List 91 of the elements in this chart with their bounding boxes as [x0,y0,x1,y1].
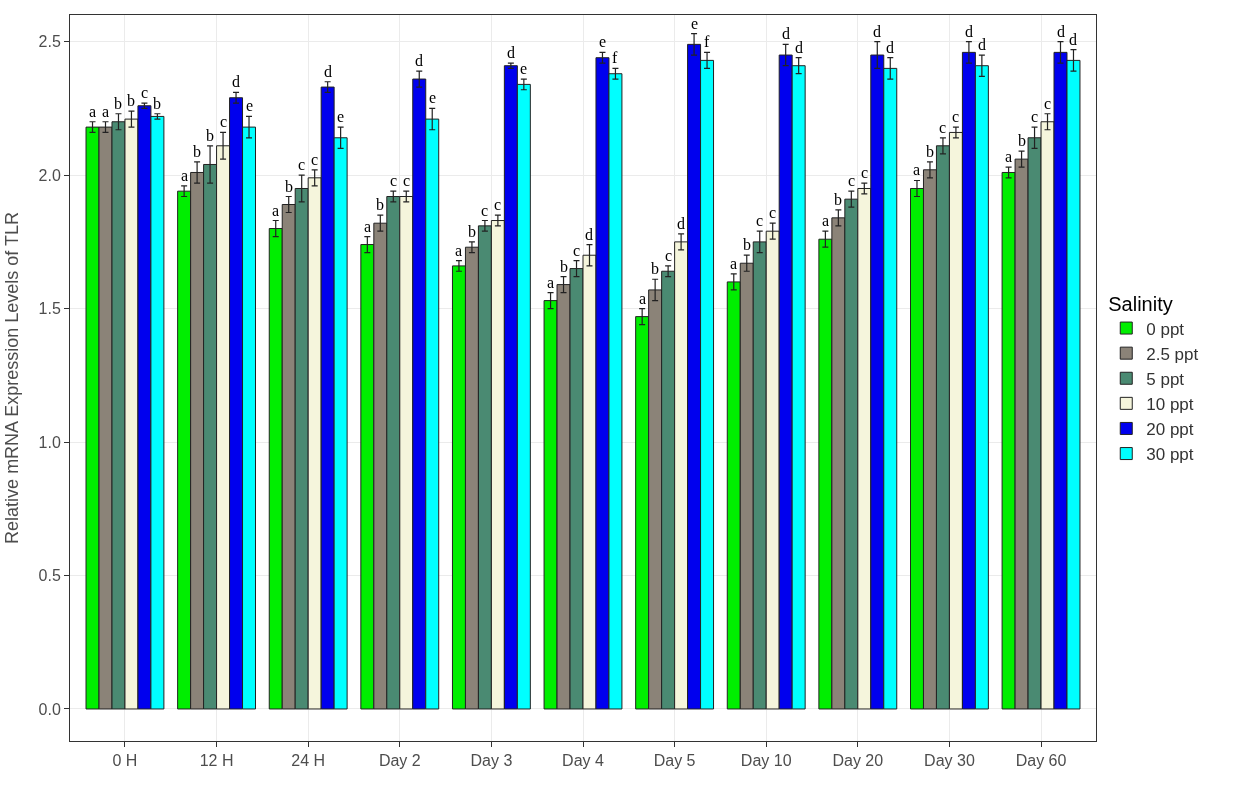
data-label: c [494,196,502,213]
data-label: d [795,39,803,56]
x-tick-label: Day 30 [924,752,975,770]
data-label: a [639,290,647,307]
y-tick-label: 0.0 [38,700,61,718]
data-label: a [364,218,372,235]
data-label: e [520,60,528,77]
data-label: c [939,119,947,136]
data-label: a [272,202,280,219]
data-label: e [599,33,607,50]
legend-label: 5 ppt [1146,369,1185,389]
data-label: a [822,212,830,229]
data-label: a [102,103,110,120]
legend-label: 0 ppt [1146,319,1185,339]
data-label: c [311,151,319,168]
data-label: d [965,23,973,40]
x-tick-label: Day 3 [470,752,513,770]
y-tick-label: 1.0 [38,433,61,451]
data-label: f [704,33,710,50]
y-tick-label: 2.5 [38,33,61,51]
data-label: d [415,52,423,69]
data-label: d [978,36,986,53]
x-tick-label: Day 60 [1015,752,1067,770]
x-tick-label: 12 H [199,752,234,770]
y-tick-label: 0.5 [38,567,61,585]
legend-label: 10 ppt [1146,394,1194,414]
data-label: a [89,103,97,120]
data-label: e [691,15,699,32]
data-label: a [547,274,555,291]
data-label: b [114,95,122,112]
data-label: b [153,95,161,112]
data-label: c [481,202,489,219]
data-label: c [573,242,581,259]
data-label: c [1031,108,1039,125]
data-label: d [507,44,515,61]
data-label: c [665,247,673,264]
data-label: a [1005,148,1013,165]
data-label: b [376,196,384,213]
y-axis-title: Relative mRNA Expression Levels of TLR [1,212,22,544]
data-label: c [141,84,149,101]
data-label: d [677,215,685,232]
data-label: c [403,172,411,189]
data-label: d [1057,23,1065,40]
data-label: b [127,92,135,109]
data-label: c [1044,95,1052,112]
data-label: c [220,113,228,130]
y-tick-label: 2.0 [38,166,61,184]
data-label: e [429,89,437,106]
legend-label: 2.5 ppt [1146,344,1199,364]
legend-label: 30 ppt [1146,445,1194,465]
data-label: d [324,63,332,80]
legend-label: 20 ppt [1146,420,1194,440]
x-tick-label: 24 H [291,752,326,770]
data-label: a [730,255,738,272]
data-label: c [756,212,764,229]
x-tick-label: 0 H [112,752,138,770]
data-label: e [337,108,345,125]
data-label: b [206,127,214,144]
data-label: a [181,167,189,184]
data-label: c [861,164,869,181]
x-tick-label: Day 2 [378,752,421,770]
data-label: b [560,258,568,275]
data-label: b [285,178,293,195]
x-tick-label: Day 10 [740,752,792,770]
data-label: b [1018,132,1026,149]
data-label: b [743,236,751,253]
data-label: c [848,172,856,189]
data-label: e [246,97,254,114]
data-label: b [834,191,842,208]
data-label: d [886,39,894,56]
data-label: f [612,49,618,66]
data-label: d [232,73,240,90]
data-label: c [390,172,398,189]
data-label: d [585,226,593,243]
data-label: d [873,23,881,40]
data-label: a [455,242,463,259]
data-label: c [769,204,777,221]
data-label: b [193,143,201,160]
data-label: c [952,108,960,125]
data-label: b [651,260,659,277]
data-label: b [926,143,934,160]
x-tick-label: Day 20 [832,752,884,770]
legend-title: Salinity [1108,292,1173,315]
data-label: d [1069,31,1077,48]
data-label: d [782,25,790,42]
data-label: c [298,156,306,173]
data-label: a [913,161,921,178]
data-label: b [468,223,476,240]
x-tick-label: Day 4 [562,752,604,770]
x-tick-label: Day 5 [653,752,696,770]
y-tick-label: 1.5 [38,300,61,318]
